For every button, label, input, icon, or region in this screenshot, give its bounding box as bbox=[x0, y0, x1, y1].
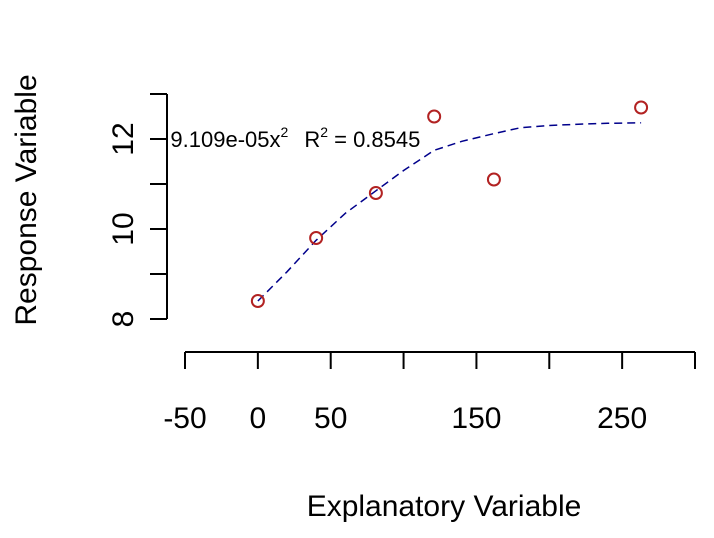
y-tick-label: 8 bbox=[107, 311, 140, 328]
data-point bbox=[486, 172, 501, 187]
x-tick-label: 150 bbox=[451, 402, 501, 435]
y-tick-label: 10 bbox=[107, 212, 140, 245]
x-axis: -50 0 50 150 250 bbox=[163, 351, 696, 435]
y-axis-title: Response Variable bbox=[10, 74, 43, 325]
fit-annotation: 9.109e-05x2 R2 = 0.8545 bbox=[170, 124, 420, 152]
fit-equation-exponent: 2 bbox=[281, 124, 289, 140]
fit-equation: 9.109e-05x bbox=[170, 127, 280, 152]
r-squared-label: R bbox=[304, 127, 320, 152]
x-tick-label: 50 bbox=[314, 402, 347, 435]
y-axis: 8 10 12 bbox=[107, 93, 168, 328]
x-tick-label: -50 bbox=[163, 402, 206, 435]
x-tick-label: 0 bbox=[250, 402, 267, 435]
y-tick-label: 12 bbox=[107, 122, 140, 155]
x-axis-title: Explanatory Variable bbox=[307, 490, 582, 523]
r-squared-exponent: 2 bbox=[320, 124, 328, 140]
x-tick-label: 250 bbox=[597, 402, 647, 435]
data-point bbox=[427, 109, 442, 124]
data-points bbox=[250, 100, 649, 308]
data-point bbox=[309, 231, 324, 245]
data-point bbox=[250, 294, 265, 308]
data-point bbox=[634, 100, 649, 115]
data-point bbox=[368, 186, 383, 200]
fit-line bbox=[257, 122, 642, 302]
r-squared-value: = 0.8545 bbox=[328, 127, 420, 152]
